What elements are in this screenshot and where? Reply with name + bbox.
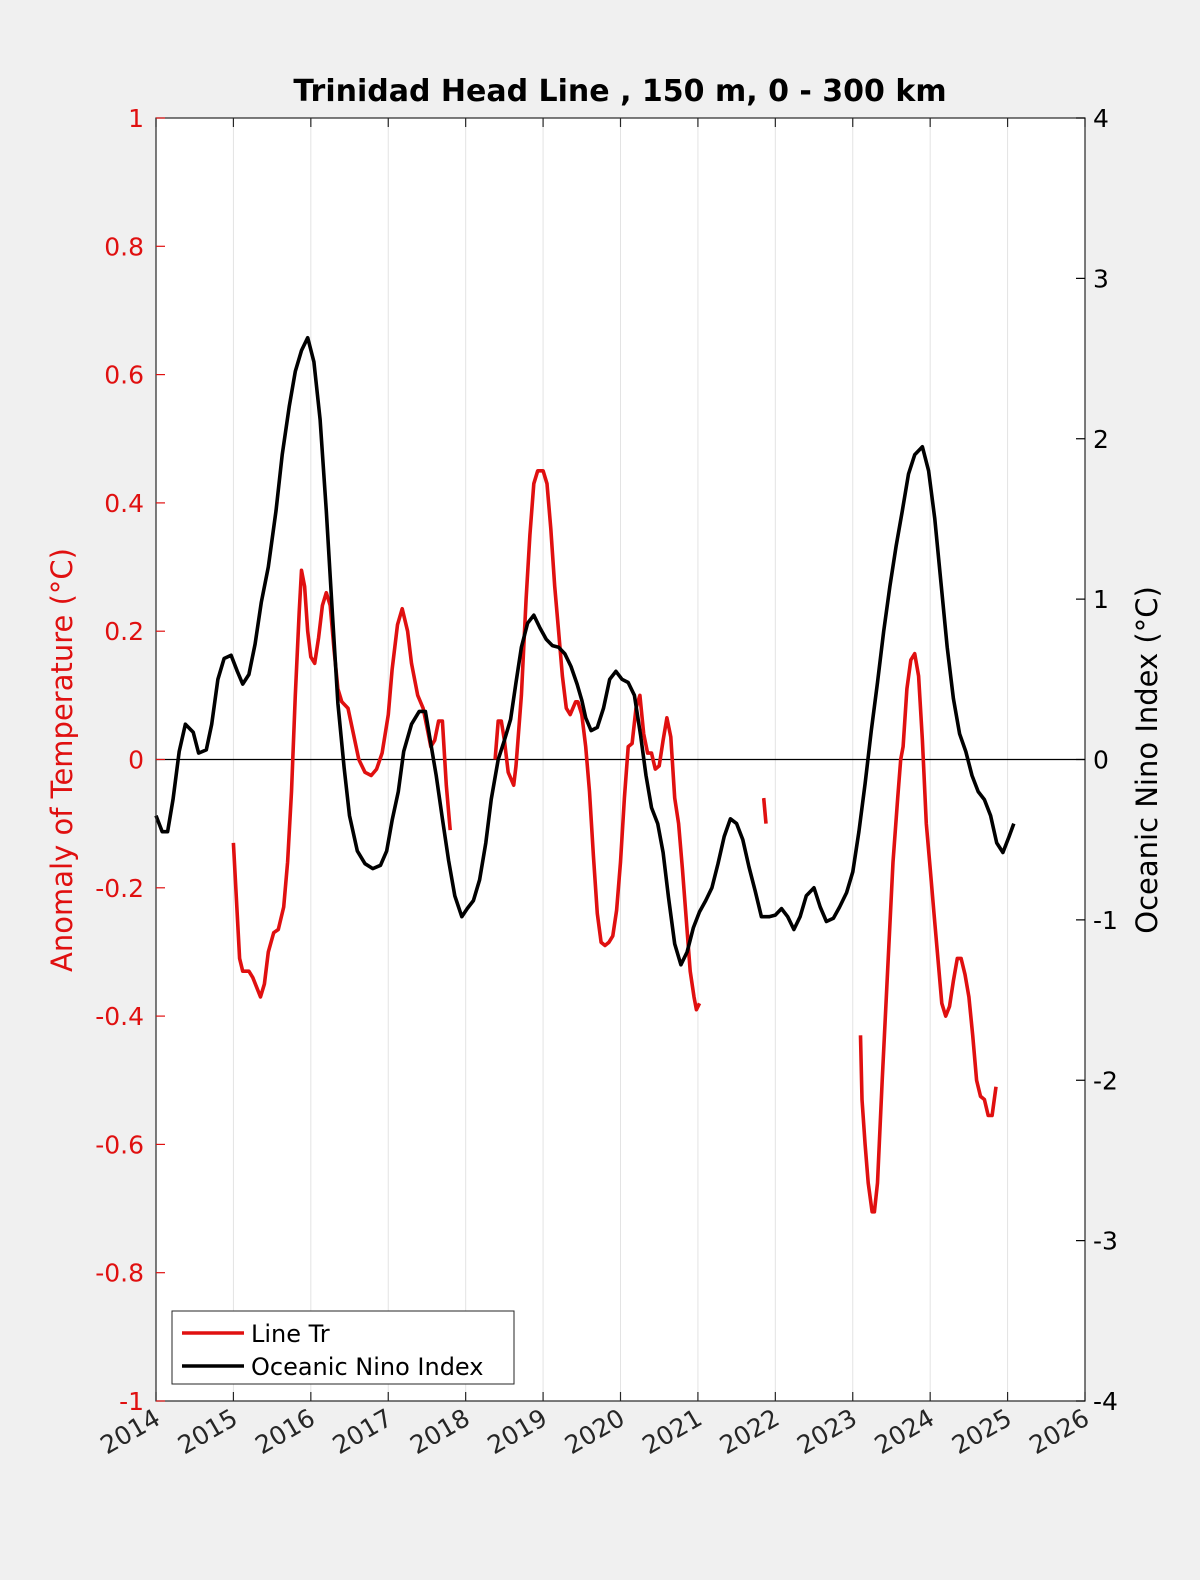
axis-layer: 2014 2015 2016 2017 2018 2019 2020 2021 2022 2023…	[95, 104, 1118, 1460]
y-tick-label-left: -0.4	[95, 1002, 144, 1031]
y-tick-label-left: 0.4	[104, 489, 144, 518]
series-line-line-tr	[858, 651, 998, 1214]
legend-box	[171, 1310, 515, 1385]
y-tick-label-left: 1	[128, 104, 144, 133]
y-tick-label-left: -0.8	[95, 1259, 144, 1288]
series-layer	[154, 335, 1016, 1214]
y-tick-label-right: 4	[1093, 104, 1109, 133]
y-tick-label-left: 0.2	[104, 617, 144, 646]
y-axis-label-right: Oceanic Nino Index (°C)	[1130, 586, 1164, 934]
series-oni	[154, 335, 1016, 967]
y-tick-label-left: -0.6	[95, 1130, 144, 1159]
y-tick-label-right: 3	[1093, 264, 1109, 293]
y-tick-label-right: 2	[1093, 425, 1109, 454]
y-tick-label-right: -4	[1093, 1387, 1118, 1416]
y-tick-label-left: -0.2	[95, 874, 144, 903]
y-tick-label-left: 0.8	[104, 232, 144, 261]
legend-label-line-tr: Line Tr	[251, 1320, 330, 1348]
y-tick-label-left: 0.6	[104, 361, 144, 390]
legend: Line Tr Oceanic Nino Index	[171, 1310, 515, 1385]
y-tick-label-right: -2	[1093, 1066, 1118, 1095]
y-tick-label-left: 0	[128, 746, 144, 775]
y-tick-label-left: -1	[119, 1387, 144, 1416]
series-line-oni	[154, 335, 1016, 967]
series-line-line-tr	[761, 797, 768, 824]
legend-label-oni: Oceanic Nino Index	[251, 1353, 483, 1381]
y-tick-label-right: 1	[1093, 585, 1109, 614]
y-tick-label-right: -3	[1093, 1227, 1118, 1256]
y-tick-label-right: -1	[1093, 906, 1118, 935]
y-axis-label-left: Anomaly of Temperature (°C)	[45, 548, 79, 972]
series-line-line-tr	[493, 469, 702, 1012]
chart-title: Trinidad Head Line , 150 m, 0 - 300 km	[293, 74, 946, 109]
y-tick-label-right: 0	[1093, 746, 1109, 775]
